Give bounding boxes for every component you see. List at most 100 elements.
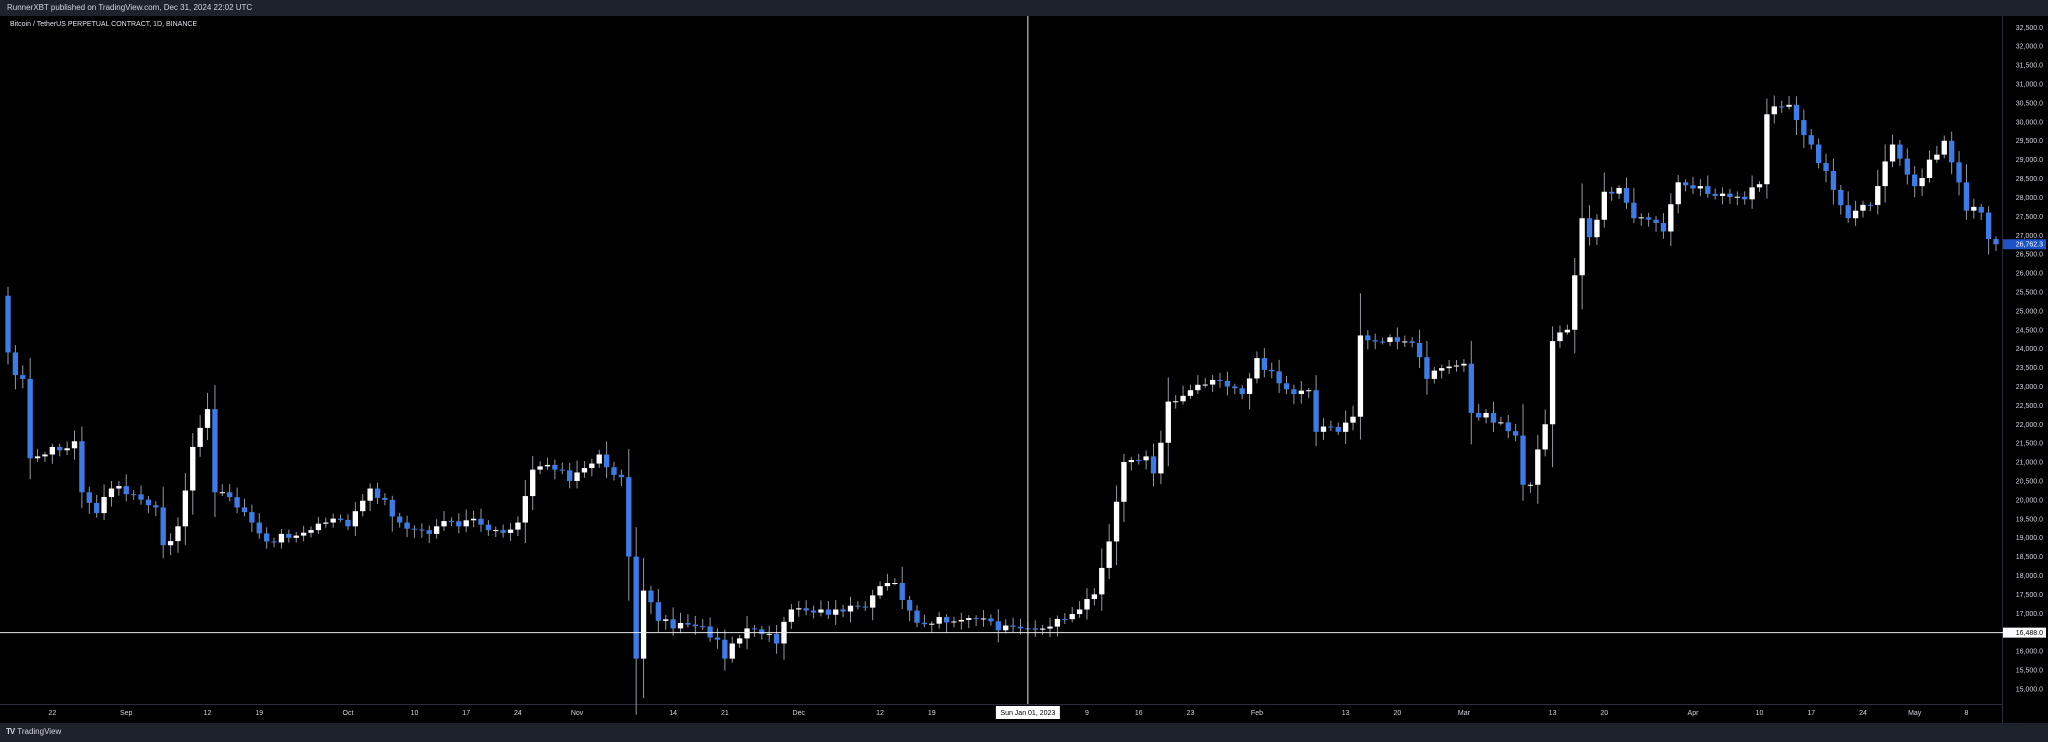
candle-body[interactable] [1209,379,1216,385]
candle-body[interactable] [1971,206,1977,211]
candle-body[interactable] [456,521,462,527]
candle-body[interactable] [766,633,772,635]
candle-body[interactable] [943,617,950,623]
candle-body[interactable] [1431,370,1437,379]
candle-body[interactable] [618,474,625,478]
candle-body[interactable] [5,295,11,353]
candle-body[interactable] [175,526,181,542]
candle-body[interactable] [57,446,63,451]
candle-body[interactable] [1106,541,1112,568]
candle-body[interactable] [1320,426,1327,432]
candle-body[interactable] [515,522,521,530]
candle-body[interactable] [677,623,684,629]
candle-body[interactable] [1808,135,1814,145]
candle-body[interactable] [1424,357,1430,379]
candle-body[interactable] [1801,120,1807,136]
candle-body[interactable] [79,441,85,493]
candle-body[interactable] [360,500,366,512]
candle-body[interactable] [552,464,558,470]
candle-body[interactable] [1653,219,1659,223]
candle-body[interactable] [94,502,100,514]
candle-body[interactable] [1889,144,1896,162]
candle-body[interactable] [1483,412,1489,418]
candle-body[interactable] [722,639,728,659]
candle-body[interactable] [1705,186,1711,194]
candle-body[interactable] [988,618,994,622]
candle-body[interactable] [1616,188,1622,194]
candle-body[interactable] [249,512,255,523]
candle-body[interactable] [433,526,440,534]
candle-body[interactable] [1786,104,1792,107]
candle-body[interactable] [958,619,965,622]
candle-body[interactable] [1690,185,1696,189]
candle-body[interactable] [966,618,972,620]
candle-body[interactable] [1572,275,1578,330]
candle-body[interactable] [611,467,617,475]
candle-body[interactable] [145,499,152,506]
candle-body[interactable] [1919,177,1925,187]
candle-body[interactable] [278,533,285,543]
candle-body[interactable] [227,492,233,498]
candle-body[interactable] [1180,395,1186,402]
candle-body[interactable] [1113,501,1120,542]
candle-body[interactable] [389,499,395,517]
candle-body[interactable] [936,617,942,624]
candle-body[interactable] [1926,159,1933,178]
candle-body[interactable] [1904,158,1910,175]
candle-body[interactable] [877,586,883,596]
candle-body[interactable] [574,472,580,481]
candle-body[interactable] [1306,390,1312,392]
candle-body[interactable] [1838,189,1844,206]
candle-body[interactable] [485,524,492,531]
candle-body[interactable] [1631,202,1637,219]
candle-body[interactable] [1150,456,1157,474]
candle-body[interactable] [1860,204,1866,211]
candle-body[interactable] [1357,335,1364,417]
candle-body[interactable] [1934,154,1940,160]
candle-body[interactable] [980,618,987,620]
candle-body[interactable] [1609,191,1615,194]
candle-body[interactable] [300,532,307,536]
candle-body[interactable] [1882,161,1888,187]
candle-body[interactable] [1623,188,1630,203]
candle-body[interactable] [1187,390,1194,396]
candle-body[interactable] [1003,625,1009,631]
candle-body[interactable] [847,605,854,612]
candle-body[interactable] [729,643,735,659]
candle-body[interactable] [1276,371,1282,384]
candle-body[interactable] [899,583,905,601]
candle-body[interactable] [906,600,913,611]
candle-body[interactable] [1520,435,1526,485]
candle-body[interactable] [1978,206,1984,213]
candle-body[interactable] [308,530,314,533]
candle-body[interactable] [1764,114,1770,185]
candle-body[interactable] [818,609,824,613]
candle-body[interactable] [1143,456,1149,461]
candle-body[interactable] [293,535,299,538]
candle-body[interactable] [973,618,979,620]
candle-body[interactable] [626,477,632,557]
candle-body[interactable] [714,637,721,640]
candle-body[interactable] [1535,449,1541,485]
candle-body[interactable] [493,530,499,532]
candle-body[interactable] [951,621,957,623]
candle-body[interactable] [1416,342,1423,358]
candle-body[interactable] [1675,182,1681,205]
candle-body[interactable] [1512,431,1519,436]
candle-body[interactable] [448,521,455,523]
candle-body[interactable] [404,522,410,529]
candle-body[interactable] [1224,380,1231,387]
candle-body[interactable] [1010,625,1016,627]
candle-body[interactable] [596,454,602,464]
candle-body[interactable] [1815,144,1822,164]
candle-body[interactable] [870,595,876,608]
candle-body[interactable] [1032,628,1038,630]
candle-body[interactable] [27,378,33,459]
candle-body[interactable] [12,352,19,376]
candle-body[interactable] [796,608,802,610]
price-axis[interactable] [2002,16,2048,723]
candle-body[interactable] [138,494,144,500]
candle-body[interactable] [382,497,388,500]
candle-body[interactable] [1246,378,1253,395]
